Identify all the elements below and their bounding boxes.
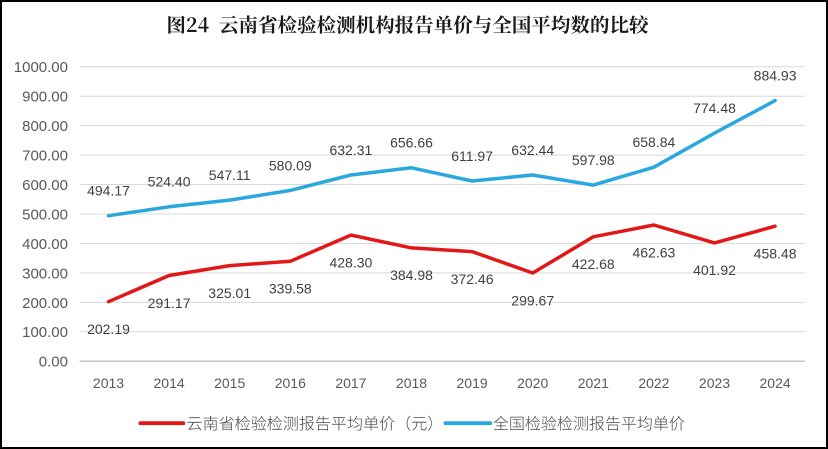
svg-text:600.00: 600.00 — [22, 177, 68, 194]
svg-text:884.93: 884.93 — [754, 68, 797, 84]
svg-text:458.48: 458.48 — [754, 246, 797, 262]
svg-text:339.58: 339.58 — [269, 281, 312, 297]
svg-text:202.19: 202.19 — [87, 321, 130, 337]
svg-text:400.00: 400.00 — [22, 236, 68, 253]
svg-text:500.00: 500.00 — [22, 206, 68, 223]
svg-text:632.31: 632.31 — [329, 142, 372, 158]
svg-text:384.98: 384.98 — [390, 267, 433, 283]
svg-text:401.92: 401.92 — [693, 262, 736, 278]
svg-text:658.84: 658.84 — [632, 134, 675, 150]
svg-text:462.63: 462.63 — [632, 244, 675, 260]
svg-text:2022: 2022 — [638, 375, 669, 391]
svg-text:2015: 2015 — [214, 375, 245, 391]
svg-text:580.09: 580.09 — [269, 157, 312, 173]
svg-text:2021: 2021 — [578, 375, 609, 391]
svg-text:774.48: 774.48 — [693, 100, 736, 116]
svg-text:632.44: 632.44 — [511, 142, 554, 158]
svg-text:611.97: 611.97 — [451, 148, 493, 164]
svg-text:100.00: 100.00 — [22, 324, 68, 341]
svg-text:372.46: 372.46 — [451, 271, 494, 287]
svg-text:597.98: 597.98 — [572, 152, 615, 168]
svg-text:0.00: 0.00 — [39, 354, 68, 371]
svg-text:494.17: 494.17 — [87, 183, 130, 199]
svg-text:2014: 2014 — [154, 375, 185, 391]
svg-text:2017: 2017 — [335, 375, 366, 391]
svg-text:900.00: 900.00 — [22, 89, 68, 106]
svg-text:300.00: 300.00 — [22, 265, 68, 282]
svg-text:2016: 2016 — [275, 375, 306, 391]
svg-text:428.30: 428.30 — [329, 254, 372, 270]
svg-text:325.01: 325.01 — [208, 285, 251, 301]
svg-text:2019: 2019 — [457, 375, 488, 391]
svg-text:200.00: 200.00 — [22, 295, 68, 312]
svg-text:800.00: 800.00 — [22, 118, 68, 135]
svg-text:700.00: 700.00 — [22, 148, 68, 165]
svg-text:422.68: 422.68 — [572, 256, 615, 272]
svg-text:291.17: 291.17 — [148, 295, 191, 311]
svg-text:299.67: 299.67 — [511, 292, 554, 308]
svg-text:1000.00: 1000.00 — [14, 59, 68, 76]
svg-text:524.40: 524.40 — [148, 174, 191, 190]
svg-text:2020: 2020 — [517, 375, 548, 391]
svg-text:2023: 2023 — [699, 375, 730, 391]
svg-text:656.66: 656.66 — [390, 135, 433, 151]
svg-text:2018: 2018 — [396, 375, 427, 391]
svg-text:2024: 2024 — [760, 375, 791, 391]
svg-text:547.11: 547.11 — [209, 167, 251, 183]
svg-text:2013: 2013 — [93, 375, 124, 391]
